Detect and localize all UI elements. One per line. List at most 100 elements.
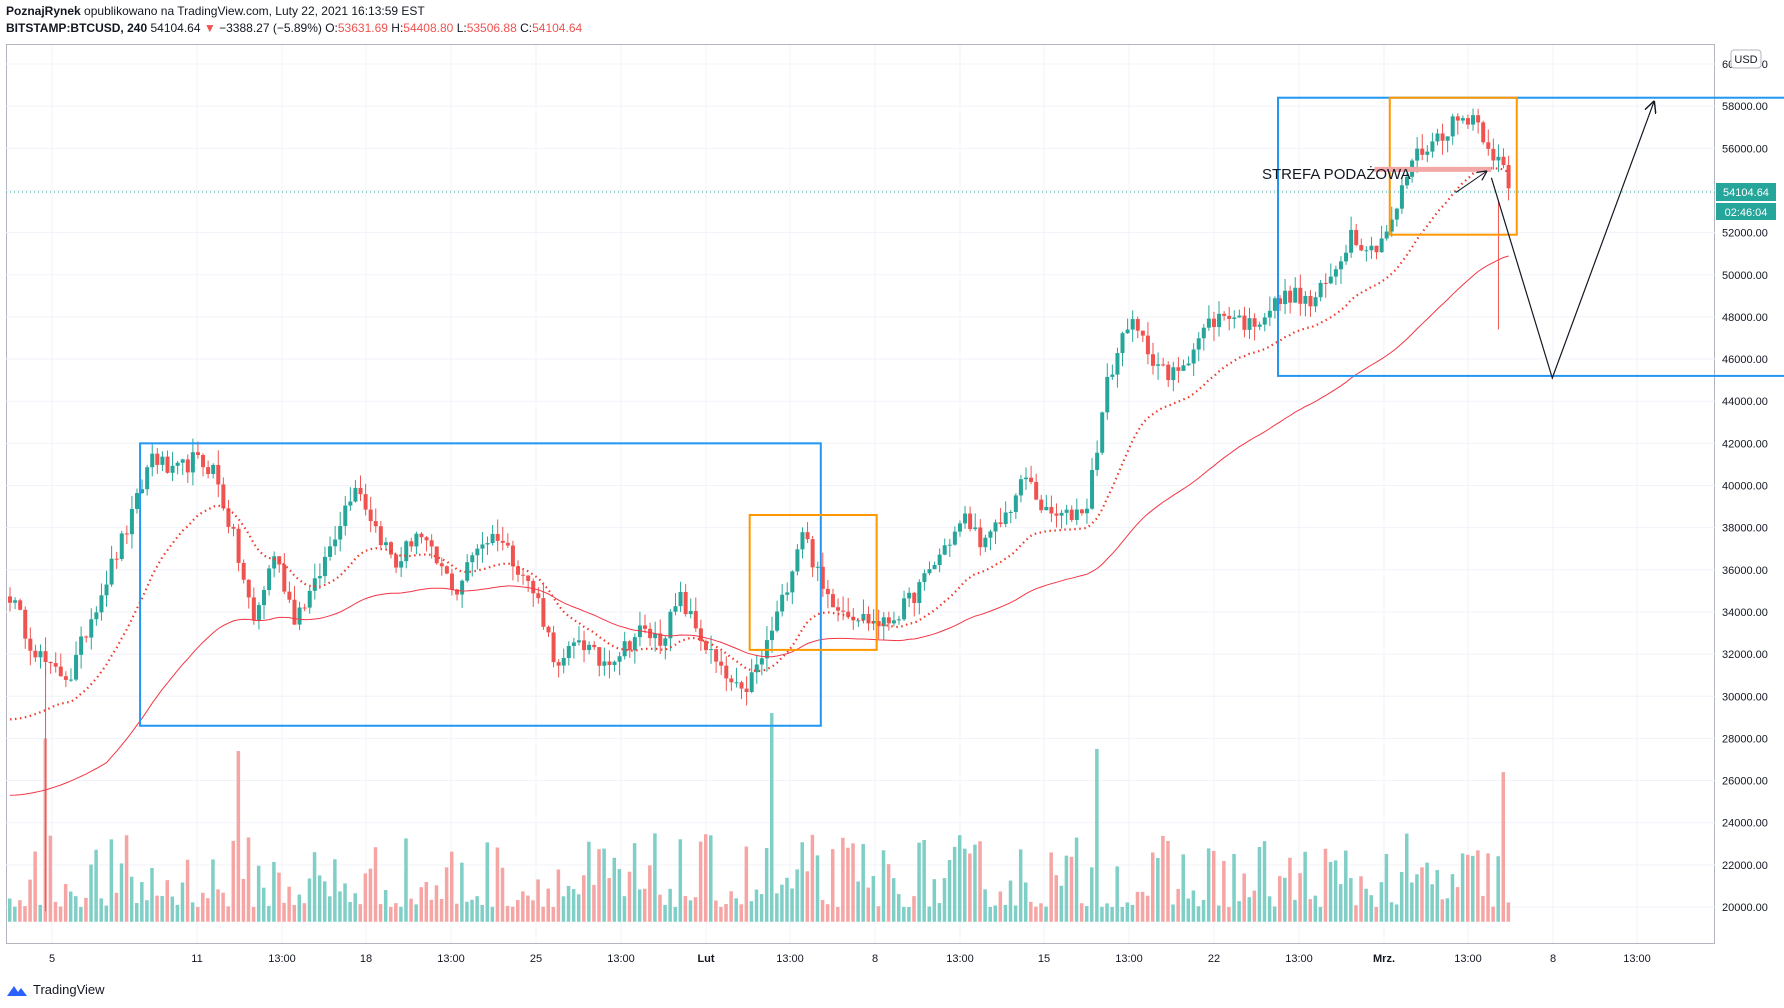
volume-bar [23,906,27,922]
volume-bar [1252,890,1257,922]
moving-averages [9,166,1510,796]
candle-body [800,532,805,550]
candle-body [1211,318,1216,328]
breakout-box-2[interactable] [1388,96,1518,236]
volume-bar [358,904,363,922]
candle-body [947,544,952,546]
candle-body [373,521,378,527]
breakout-box-1[interactable] [748,514,878,651]
volume-bar [1100,906,1104,922]
projection-arrow[interactable] [1490,102,1654,380]
volume-bar [881,850,886,922]
time-tick-label: 13:00 [946,953,974,965]
volume-bar [1145,895,1150,922]
supply-zone-bar[interactable] [1374,166,1492,172]
candle-body [53,663,58,667]
candle-body [1344,252,1349,262]
range-box-1[interactable] [139,442,822,727]
volume-bar [94,849,98,922]
volume-bar [1506,902,1511,922]
candle-body [749,672,754,692]
candle-body [703,640,708,651]
volume-bar [861,843,865,922]
candle-body [13,600,18,603]
volume-bar [912,896,916,922]
candle-body [937,554,942,565]
volume-series [8,713,1511,922]
time-tick-label: 15 [1038,953,1050,965]
volume-bar [973,844,977,922]
retest-arrow[interactable] [1455,171,1486,193]
volume-bar [414,904,418,922]
header-line-1: PoznajRynek opublikowano na TradingView.… [6,4,425,18]
volume-bar [724,903,728,922]
candle-body [516,566,520,575]
volume-bar [480,905,484,922]
candle-body [988,531,993,538]
volume-bar [1399,872,1404,922]
candle-body [871,621,876,624]
volume-bar [1247,897,1252,922]
volume-bar [536,879,540,922]
volume-bar [267,905,271,922]
volume-bar [1435,870,1439,922]
candle-body [1399,185,1404,209]
drawings [139,96,1784,727]
candle-body [1181,365,1186,371]
volume-bar [658,894,662,922]
volume-bar [13,906,17,922]
volume-bar [1288,857,1292,922]
volume-bar [688,900,693,922]
volume-bar [460,862,464,922]
candle-body [1222,313,1227,316]
volume-bar [1465,854,1470,922]
candle-body [912,592,917,604]
volume-bar [302,903,307,922]
volume-bar [1257,847,1262,922]
volume-bar [668,888,672,922]
currency-button[interactable]: USD [1730,49,1762,69]
candle-body [23,609,28,639]
chart-pane[interactable] [6,44,1715,944]
candle-body [1267,310,1272,318]
volume-bar [1420,867,1424,922]
volume-bar [836,906,840,922]
volume-bar [546,888,550,922]
candle-body [267,568,272,591]
candle-body [1364,250,1369,252]
candle-body [1318,282,1323,298]
candle-body [856,620,861,622]
volume-bar [825,904,830,922]
volume-bar [637,889,642,922]
candle-body [1262,317,1267,325]
candle-body [195,452,200,455]
open-value: 53631.69 [337,21,388,35]
candle-body [343,505,348,527]
volume-bar [612,857,617,922]
candle-body [1435,133,1440,142]
candle-body [1288,290,1293,303]
candle-body [1120,333,1125,354]
open-label: O: [325,21,338,35]
volume-bar [1176,888,1180,922]
candle-body [531,580,536,594]
candle-body [409,541,414,547]
tradingview-brand[interactable]: TradingView [6,982,105,997]
candle-body [714,649,719,662]
candle-body [993,522,998,532]
candle-body [790,571,795,593]
volume-bar [1460,853,1465,922]
candle-body [1135,319,1140,331]
volume-bar [505,905,510,922]
candle-body [302,607,307,609]
range-box-2[interactable] [1277,96,1784,377]
author: PoznajRynek [6,4,81,18]
candle-body [927,569,932,574]
volume-bar [947,859,952,922]
time-tick-label: 11 [191,953,202,965]
time-tick-label: 8 [1550,953,1556,965]
volume-bar [1267,896,1272,922]
volume-bar [744,846,749,922]
candle-body [317,576,322,579]
